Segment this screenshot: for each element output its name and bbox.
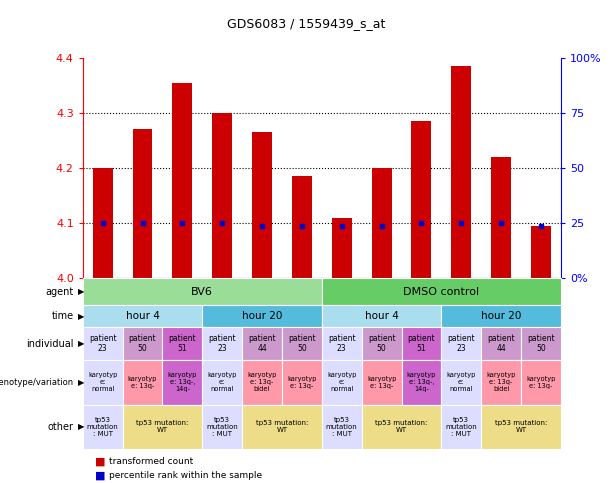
Text: patient
50: patient 50 [527, 334, 555, 353]
Text: tp53 mutation:
WT: tp53 mutation: WT [136, 420, 189, 433]
Text: karyotyp
e: 13q-: karyotyp e: 13q- [128, 376, 157, 389]
Text: individual: individual [26, 339, 74, 349]
Text: hour 4: hour 4 [365, 312, 398, 321]
Text: BV6: BV6 [191, 286, 213, 297]
Text: patient
44: patient 44 [487, 334, 515, 353]
Text: hour 20: hour 20 [242, 312, 282, 321]
Text: karyotyp
e:
normal: karyotyp e: normal [447, 372, 476, 392]
Text: tp53
mutation
: MUT: tp53 mutation : MUT [326, 417, 357, 437]
Bar [411, 121, 432, 278]
Text: karyotyp
e:
normal: karyotyp e: normal [88, 372, 117, 392]
Text: karyotyp
e: 13q-: karyotyp e: 13q- [287, 376, 316, 389]
Text: tp53 mutation:
WT: tp53 mutation: WT [256, 420, 308, 433]
Text: ▶: ▶ [78, 312, 85, 321]
Text: patient
50: patient 50 [129, 334, 156, 353]
Bar [371, 168, 392, 278]
Bar [292, 176, 312, 278]
Text: karyotyp
e: 13q-,
14q-: karyotyp e: 13q-, 14q- [407, 372, 436, 392]
Text: tp53
mutation
: MUT: tp53 mutation : MUT [207, 417, 238, 437]
Bar [172, 83, 192, 278]
Text: ■: ■ [95, 456, 105, 466]
Text: time: time [51, 312, 74, 321]
Bar [451, 66, 471, 278]
Text: GDS6083 / 1559439_s_at: GDS6083 / 1559439_s_at [227, 17, 386, 30]
Text: patient
23: patient 23 [447, 334, 475, 353]
Text: hour 4: hour 4 [126, 312, 159, 321]
Text: tp53
mutation
: MUT: tp53 mutation : MUT [87, 417, 118, 437]
Bar [212, 113, 232, 278]
Bar [252, 132, 272, 278]
Bar [132, 129, 153, 278]
Text: patient
44: patient 44 [248, 334, 276, 353]
Text: tp53 mutation:
WT: tp53 mutation: WT [495, 420, 547, 433]
Text: patient
23: patient 23 [89, 334, 116, 353]
Text: patient
51: patient 51 [169, 334, 196, 353]
Text: karyotyp
e:
normal: karyotyp e: normal [327, 372, 356, 392]
Text: ▶: ▶ [78, 422, 85, 431]
Text: patient
23: patient 23 [208, 334, 236, 353]
Text: patient
51: patient 51 [408, 334, 435, 353]
Text: genotype/variation: genotype/variation [0, 378, 74, 387]
Text: karyotyp
e: 13q-
bidel: karyotyp e: 13q- bidel [248, 372, 276, 392]
Text: karyotyp
e: 13q-
bidel: karyotyp e: 13q- bidel [487, 372, 516, 392]
Text: percentile rank within the sample: percentile rank within the sample [109, 471, 262, 480]
Bar [531, 226, 551, 278]
Text: ▶: ▶ [78, 378, 85, 387]
Text: karyotyp
e: 13q-: karyotyp e: 13q- [527, 376, 555, 389]
Text: other: other [48, 422, 74, 432]
Bar [93, 168, 113, 278]
Text: DMSO control: DMSO control [403, 286, 479, 297]
Text: karyotyp
e: 13q-: karyotyp e: 13q- [367, 376, 396, 389]
Bar [332, 218, 352, 278]
Text: agent: agent [45, 286, 74, 297]
Text: hour 20: hour 20 [481, 312, 521, 321]
Text: patient
50: patient 50 [288, 334, 316, 353]
Text: tp53
mutation
: MUT: tp53 mutation : MUT [446, 417, 477, 437]
Text: ▶: ▶ [78, 339, 85, 348]
Text: patient
23: patient 23 [328, 334, 356, 353]
Text: karyotyp
e: 13q-,
14q-: karyotyp e: 13q-, 14q- [168, 372, 197, 392]
Text: transformed count: transformed count [109, 457, 192, 466]
Text: karyotyp
e:
normal: karyotyp e: normal [208, 372, 237, 392]
Bar [491, 157, 511, 278]
Text: tp53 mutation:
WT: tp53 mutation: WT [375, 420, 428, 433]
Text: patient
50: patient 50 [368, 334, 395, 353]
Text: ■: ■ [95, 471, 105, 481]
Text: ▶: ▶ [78, 287, 85, 296]
